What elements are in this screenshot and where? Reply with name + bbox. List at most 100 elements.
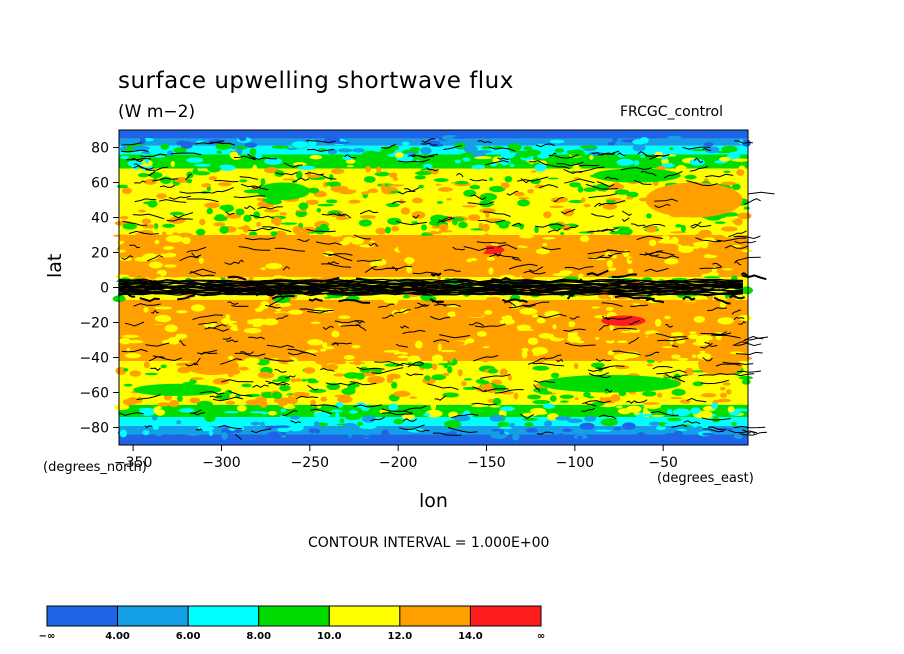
contour-line bbox=[702, 147, 712, 151]
field-blob bbox=[447, 311, 458, 317]
field-blob bbox=[667, 417, 682, 422]
contour-line bbox=[430, 272, 442, 277]
field-blob bbox=[726, 389, 732, 395]
contour-line bbox=[221, 379, 254, 383]
contour-line bbox=[700, 332, 732, 336]
x-axis-label: lon bbox=[419, 490, 448, 512]
contour-line bbox=[159, 184, 176, 188]
field-blob bbox=[189, 397, 201, 404]
contour-line bbox=[700, 379, 730, 385]
contour-line bbox=[308, 297, 323, 302]
field-blob bbox=[143, 307, 149, 313]
contour-line bbox=[621, 210, 632, 217]
contour-line bbox=[121, 348, 148, 353]
field-blob bbox=[554, 148, 565, 153]
field-blob bbox=[647, 333, 662, 340]
contour-line bbox=[290, 420, 302, 424]
field-blob bbox=[497, 318, 503, 321]
field-blob bbox=[388, 403, 399, 411]
field-blob bbox=[437, 187, 453, 192]
contour-line bbox=[536, 431, 555, 435]
field-blob bbox=[212, 378, 230, 385]
plot-area bbox=[112, 130, 775, 445]
contour-line bbox=[250, 428, 272, 434]
field-blob bbox=[551, 345, 565, 353]
contour-line bbox=[597, 255, 613, 259]
contour-line bbox=[652, 365, 673, 370]
contour-line bbox=[307, 309, 334, 314]
field-blob bbox=[403, 294, 411, 299]
field-blob bbox=[243, 214, 252, 222]
field-blob bbox=[287, 333, 294, 342]
field-blob bbox=[241, 383, 252, 388]
field-blob bbox=[669, 147, 674, 151]
contour-line bbox=[469, 178, 488, 182]
field-blob bbox=[524, 149, 541, 156]
field-patch-11 bbox=[186, 357, 240, 375]
y-tick-label: 80 bbox=[91, 141, 109, 157]
contour-line bbox=[597, 375, 611, 378]
field-blob bbox=[441, 372, 450, 377]
field-blob bbox=[469, 184, 481, 190]
field-blob bbox=[691, 354, 697, 359]
contour-line bbox=[147, 254, 163, 262]
field-blob bbox=[260, 421, 265, 429]
field-blob bbox=[552, 273, 570, 277]
contour-line bbox=[586, 228, 615, 233]
field-blob bbox=[249, 411, 266, 414]
lat-band-2 bbox=[119, 417, 748, 426]
field-blob bbox=[309, 388, 327, 393]
field-blob bbox=[308, 187, 320, 194]
contour-line bbox=[421, 138, 436, 144]
field-blob bbox=[499, 368, 508, 376]
field-blob bbox=[543, 211, 552, 219]
field-blob bbox=[538, 332, 554, 339]
colorbar-label: 12.0 bbox=[388, 631, 413, 642]
field-blob bbox=[737, 212, 752, 220]
field-blob bbox=[348, 200, 355, 204]
contour-line bbox=[421, 142, 438, 146]
contour-line bbox=[621, 217, 630, 223]
contour-line bbox=[283, 162, 303, 168]
field-blob bbox=[375, 227, 387, 235]
contour-line bbox=[236, 259, 244, 264]
contour-line bbox=[224, 261, 238, 265]
contour-line bbox=[168, 195, 192, 200]
field-blob bbox=[319, 348, 327, 352]
contour-line bbox=[586, 269, 609, 277]
field-blob bbox=[581, 335, 599, 338]
field-blob bbox=[157, 402, 171, 407]
contour-line bbox=[683, 420, 701, 425]
contour-line bbox=[145, 342, 170, 347]
field-blob bbox=[289, 415, 300, 420]
contour-line bbox=[306, 140, 336, 144]
field-blob bbox=[186, 178, 193, 184]
field-blob bbox=[162, 223, 176, 228]
field-blob bbox=[330, 409, 343, 413]
colorbar-swatch-4 bbox=[328, 605, 401, 627]
contour-line bbox=[247, 153, 255, 161]
contour-line bbox=[728, 230, 747, 238]
field-blob bbox=[387, 343, 404, 348]
field-blob bbox=[212, 270, 231, 277]
field-blob bbox=[701, 432, 715, 436]
field-blob bbox=[326, 363, 339, 371]
field-blob bbox=[277, 427, 291, 433]
field-blob bbox=[543, 403, 555, 409]
field-blob bbox=[720, 212, 739, 217]
x-tick-label: −300 bbox=[202, 455, 240, 471]
contour-line bbox=[265, 304, 281, 309]
field-blob bbox=[523, 146, 533, 151]
contour-line bbox=[447, 426, 478, 434]
field-blob bbox=[367, 188, 379, 194]
contour-line bbox=[244, 205, 256, 211]
field-blob bbox=[196, 400, 213, 409]
contour-line bbox=[476, 241, 507, 244]
contour-line bbox=[381, 408, 414, 414]
contour-line bbox=[652, 254, 680, 259]
field-blob bbox=[513, 191, 525, 197]
field-blob bbox=[163, 264, 177, 268]
contour-line bbox=[727, 373, 755, 377]
field-blob bbox=[607, 141, 616, 146]
field-blob bbox=[656, 392, 663, 398]
